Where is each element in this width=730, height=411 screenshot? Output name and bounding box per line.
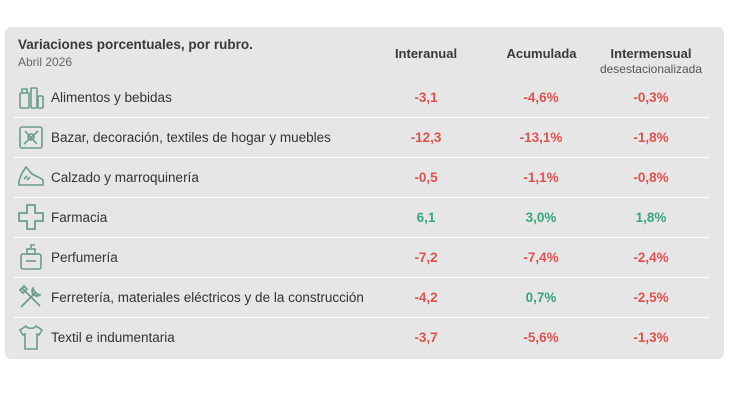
row-label: Calzado y marroquinería bbox=[51, 170, 199, 185]
row-divider bbox=[14, 117, 710, 118]
table-row-alimentos: Alimentos y bebidas -3,1 -4,6% -0,3% bbox=[14, 78, 710, 118]
row-label: Perfumería bbox=[51, 250, 118, 265]
table-row-bazar: Bazar, decoración, textiles de hogar y m… bbox=[14, 118, 710, 158]
value-cell: -2,5% bbox=[633, 290, 669, 305]
table-row-ferreteria: Ferretería, materiales eléctricos y de l… bbox=[14, 278, 710, 318]
value-cell: -2,4% bbox=[633, 250, 669, 265]
value-cell: -5,6% bbox=[523, 330, 559, 345]
value-cell: -0,3% bbox=[633, 90, 669, 105]
tools-icon bbox=[16, 282, 46, 312]
column-header-intermensual-sub: desestacionalizada bbox=[599, 62, 703, 76]
row-label: Bazar, decoración, textiles de hogar y m… bbox=[51, 130, 331, 145]
value-cell: -4,6% bbox=[523, 90, 559, 105]
value-cell: -12,3 bbox=[410, 130, 442, 145]
table-row-textil: Textil e indumentaria -3,7 -5,6% -1,3% bbox=[14, 318, 710, 358]
perfume-icon bbox=[16, 242, 46, 272]
value-cell: 6,1 bbox=[416, 210, 436, 225]
column-header-interanual: Interanual bbox=[394, 46, 458, 61]
value-cell: 0,7% bbox=[525, 290, 557, 305]
value-cell: 1,8% bbox=[635, 210, 667, 225]
row-label: Farmacia bbox=[51, 210, 108, 225]
value-cell: 3,0% bbox=[525, 210, 557, 225]
grocery-icon bbox=[16, 82, 46, 112]
chart-subtitle: Abril 2026 bbox=[18, 55, 73, 69]
value-cell: -0,8% bbox=[633, 170, 669, 185]
bazar-icon bbox=[16, 122, 46, 152]
row-divider bbox=[14, 157, 710, 158]
column-header-intermensual: Intermensual desestacionalizada bbox=[585, 46, 717, 76]
row-divider bbox=[14, 237, 710, 238]
pharmacy-cross-icon bbox=[16, 202, 46, 232]
value-cell: -3,7 bbox=[414, 330, 438, 345]
column-header-acumulada: Acumulada bbox=[506, 46, 577, 61]
value-cell: -1,1% bbox=[523, 170, 559, 185]
shoe-icon bbox=[16, 162, 46, 192]
table-row-calzado: Calzado y marroquinería -0,5 -1,1% -0,8% bbox=[14, 158, 710, 198]
row-label: Alimentos y bebidas bbox=[51, 90, 172, 105]
table-row-perfumeria: Perfumería -7,2 -7,4% -2,4% bbox=[14, 238, 710, 278]
row-divider bbox=[14, 317, 710, 318]
value-cell: -13,1% bbox=[519, 130, 563, 145]
shirt-icon bbox=[16, 322, 46, 352]
value-cell: -4,2 bbox=[414, 290, 438, 305]
value-cell: -7,4% bbox=[523, 250, 559, 265]
table-row-farmacia: Farmacia 6,1 3,0% 1,8% bbox=[14, 198, 710, 238]
value-cell: -1,8% bbox=[633, 130, 669, 145]
value-cell: -3,1 bbox=[414, 90, 438, 105]
row-label: Textil e indumentaria bbox=[51, 330, 175, 345]
row-divider bbox=[14, 277, 710, 278]
value-cell: -1,3% bbox=[633, 330, 669, 345]
value-cell: -0,5 bbox=[414, 170, 438, 185]
value-cell: -7,2 bbox=[414, 250, 438, 265]
row-label: Ferretería, materiales eléctricos y de l… bbox=[51, 290, 364, 305]
row-divider bbox=[14, 197, 710, 198]
table-card bbox=[5, 27, 724, 359]
chart-title: Variaciones porcentuales, por rubro. bbox=[18, 37, 253, 52]
